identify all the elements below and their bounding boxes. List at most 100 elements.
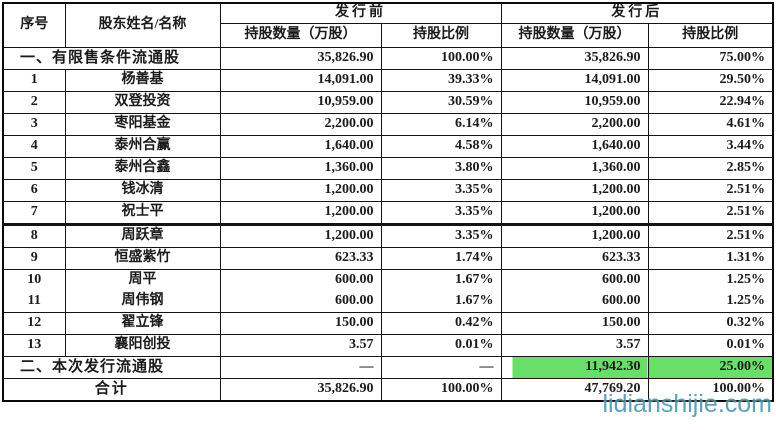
table-row: 7 祝士平 1,200.00 3.35% 1,200.00 2.51% [2,201,774,225]
header-pre-issuance: 发行前 [219,2,502,24]
post-qty-cell: 1,200.00 [500,201,649,225]
post-ratio-cell: 4.61% [647,113,774,136]
pre-ratio-cell: 100.00% [380,378,502,402]
serial-cell: 5 [2,157,66,180]
serial-cell: 6 [2,179,66,202]
header-pre-qty: 持股数量（万股） [219,23,382,48]
total-row: 合计 35,826.90 100.00% 47,769.20 100.00% [2,378,774,402]
pre-ratio-cell: 3.35% [380,179,502,202]
pre-qty-cell: 623.33 [219,247,382,270]
pre-qty-cell: 35,826.90 [219,378,382,402]
header-post-issuance: 发行后 [500,2,774,24]
pre-ratio-cell: 1.67% [380,269,502,291]
section-label: 一、有限售条件流通股 [2,47,221,70]
name-cell: 泰州合鑫 [64,157,221,180]
post-qty-cell: 47,769.20 [500,378,649,402]
name-cell: 翟立锋 [64,312,221,335]
pre-ratio-cell: — [380,356,502,379]
post-qty-cell: 600.00 [500,291,649,313]
header-row-groups: 序号 股东姓名/名称 发行前 发行后 [2,2,774,48]
post-qty-cell: 1,200.00 [500,223,649,248]
serial-cell: 13 [2,334,66,357]
name-cell: 双登投资 [64,91,221,114]
table-row: 10 周平 600.00 1.67% 600.00 1.25% [2,269,774,291]
post-qty-cell: 2,200.00 [500,113,649,136]
pre-qty-cell: 600.00 [219,269,382,291]
table-row: 8 周跃章 1,200.00 3.35% 1,200.00 2.51% [2,223,774,248]
section-row-new-issue: 二、本次发行流通股 — — 11,942.30 25.00% [2,356,774,379]
pre-ratio-cell: 6.14% [380,113,502,136]
table-row: 9 恒盛紫竹 623.33 1.74% 623.33 1.31% [2,247,774,270]
post-qty-cell: 1,640.00 [500,135,649,158]
name-cell: 枣阳基金 [64,113,221,136]
post-ratio-cell: 100.00% [647,378,774,402]
serial-cell: 1 [2,69,66,92]
post-qty-cell: 10,959.00 [500,91,649,114]
table-row: 12 翟立锋 150.00 0.42% 150.00 0.32% [2,312,774,335]
pre-ratio-cell: 0.01% [380,334,502,357]
post-qty-cell-highlighted: 11,942.30 [500,356,649,379]
pre-qty-cell: 3.57 [219,334,382,357]
table-row: 5 泰州合鑫 1,360.00 3.80% 1,360.00 2.85% [2,157,774,180]
pre-qty-cell: — [219,356,382,379]
serial-cell: 4 [2,135,66,158]
pre-qty-cell: 1,200.00 [219,179,382,202]
section-row-restricted: 一、有限售条件流通股 35,826.90 100.00% 35,826.90 7… [2,47,774,70]
table-row: 2 双登投资 10,959.00 30.59% 10,959.00 22.94% [2,91,774,114]
pre-qty-cell: 14,091.00 [219,69,382,92]
header-serial: 序号 [2,2,66,48]
post-qty-cell: 600.00 [500,269,649,291]
pre-qty-cell: 150.00 [219,312,382,335]
table-row: 3 枣阳基金 2,200.00 6.14% 2,200.00 4.61% [2,113,774,136]
pre-qty-cell: 2,200.00 [219,113,382,136]
post-ratio-cell: 75.00% [647,47,774,70]
header-post-ratio: 持股比例 [647,23,774,48]
table-row: 13 襄阳创投 3.57 0.01% 3.57 0.01% [2,334,774,357]
pre-ratio-cell: 3.35% [380,223,502,248]
table-row: 1 杨善基 14,091.00 39.33% 14,091.00 29.50% [2,69,774,92]
post-ratio-cell: 1.25% [647,269,774,291]
post-ratio-cell: 22.94% [647,91,774,114]
post-qty-cell: 1,200.00 [500,179,649,202]
post-ratio-cell: 2.51% [647,223,774,248]
pre-ratio-cell: 1.67% [380,291,502,313]
header-shareholder-name: 股东姓名/名称 [64,2,221,48]
serial-cell: 10 [2,269,66,291]
serial-cell: 11 [2,291,66,313]
post-ratio-cell: 0.01% [647,334,774,357]
name-cell: 杨善基 [64,69,221,92]
name-cell: 钱冰清 [64,179,221,202]
serial-cell: 3 [2,113,66,136]
section-label: 二、本次发行流通股 [2,356,221,379]
name-cell: 恒盛紫竹 [64,247,221,270]
post-qty-cell: 1,360.00 [500,157,649,180]
serial-cell: 12 [2,312,66,335]
pre-ratio-cell: 39.33% [380,69,502,92]
pre-qty-cell: 10,959.00 [219,91,382,114]
post-qty-cell: 14,091.00 [500,69,649,92]
header-row-columns: 持股数量（万股） 持股比例 持股数量（万股） 持股比例 [3,23,774,48]
post-ratio-cell: 2.85% [647,157,774,180]
pre-qty-cell: 1,360.00 [219,157,382,180]
name-cell: 祝士平 [64,201,221,225]
shareholding-table: 序号 股东姓名/名称 发行前 发行后 持股数量（万股） 持股比例 持股数量（万股… [2,2,774,402]
serial-cell: 7 [2,201,66,225]
name-cell: 周平 [64,269,221,291]
pre-ratio-cell: 3.35% [380,201,502,225]
post-qty-cell: 150.00 [500,312,649,335]
post-ratio-cell: 3.44% [647,135,774,158]
header-post-qty: 持股数量（万股） [500,23,649,48]
post-qty-cell: 3.57 [500,334,649,357]
pre-ratio-cell: 4.58% [380,135,502,158]
post-ratio-cell: 2.51% [647,201,774,225]
pre-ratio-cell: 3.80% [380,157,502,180]
table-row: 6 钱冰清 1,200.00 3.35% 1,200.00 2.51% [2,179,774,202]
post-ratio-cell: 1.25% [647,291,774,313]
name-cell: 襄阳创投 [64,334,221,357]
serial-cell: 9 [2,247,66,270]
post-ratio-cell: 29.50% [647,69,774,92]
pre-qty-cell: 600.00 [219,291,382,313]
table-row: 4 泰州合赢 1,640.00 4.58% 1,640.00 3.44% [2,135,774,158]
post-ratio-cell-highlighted: 25.00% [647,356,774,379]
total-label: 合计 [2,378,221,402]
